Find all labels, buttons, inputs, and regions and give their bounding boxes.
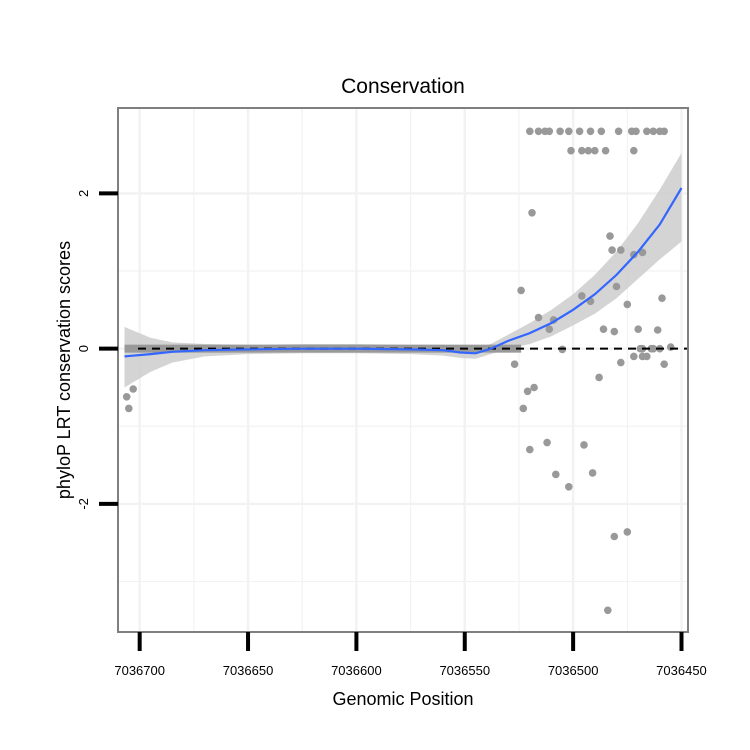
data-point (649, 127, 658, 136)
data-point (530, 383, 538, 392)
data-point (608, 246, 616, 254)
data-point (534, 127, 543, 136)
data-point (599, 325, 608, 334)
data-point (597, 127, 606, 136)
x-tick-label: 7036450 (656, 663, 707, 678)
data-point (638, 248, 647, 257)
data-point (610, 327, 619, 336)
data-point (604, 606, 612, 615)
data-point (125, 404, 133, 413)
data-point (528, 209, 536, 217)
confidence-ribbon (124, 153, 682, 388)
data-point (617, 246, 625, 254)
data-point (122, 393, 131, 401)
loess-line-layer (124, 187, 683, 358)
loess-fit-line (124, 187, 683, 358)
x-tick-label: 7036700 (114, 663, 165, 678)
y-tick-label: 2 (76, 190, 91, 197)
data-point (545, 325, 554, 334)
data-point (523, 387, 532, 396)
y-axis-title: phyloP LRT conservation scores (54, 241, 74, 499)
data-point (575, 127, 584, 136)
data-point (519, 404, 528, 413)
data-point (595, 373, 603, 382)
data-point (606, 232, 614, 240)
data-point (586, 127, 595, 136)
data-point (653, 326, 662, 334)
data-point (510, 360, 519, 369)
panel-border (117, 107, 689, 633)
data-point (552, 470, 560, 479)
data-point (526, 445, 534, 454)
data-point (666, 343, 675, 351)
x-axis-ticks: 7036700 7036650 7036600 7036550 7036500 70364… (114, 632, 707, 678)
data-point (632, 127, 640, 136)
data-point (617, 358, 625, 367)
data-point (658, 294, 666, 303)
data-point (578, 292, 586, 300)
grid (118, 108, 688, 632)
chart-title: Conservation (341, 75, 465, 98)
x-tick-label: 7036550 (439, 663, 490, 678)
data-point (610, 532, 619, 541)
data-point (534, 313, 543, 322)
data-point (556, 127, 564, 136)
data-point (623, 528, 632, 536)
data-point (660, 127, 668, 136)
data-point (591, 146, 599, 155)
data-point (630, 146, 638, 155)
x-tick-label: 7036500 (548, 663, 599, 678)
confidence-ribbon-layer (124, 153, 682, 388)
data-point (526, 127, 534, 136)
data-point (127, 344, 135, 353)
data-point (634, 325, 642, 334)
data-point (643, 352, 651, 361)
data-point (647, 344, 655, 353)
data-point (588, 469, 597, 477)
x-tick-label: 7036650 (223, 663, 274, 678)
data-point (660, 360, 668, 369)
data-point (517, 286, 525, 295)
data-point (614, 127, 623, 136)
data-point (630, 352, 638, 361)
y-axis-ticks: -2 0 2 (76, 190, 118, 510)
data-point (545, 127, 554, 136)
data-point (129, 385, 137, 393)
data-point (580, 441, 588, 449)
data-point (601, 146, 610, 155)
data-point (543, 438, 551, 447)
data-point (565, 483, 573, 491)
data-point (612, 282, 621, 291)
data-point (565, 127, 573, 136)
y-tick-label: -2 (76, 498, 91, 510)
data-point (623, 300, 632, 309)
data-point (567, 146, 575, 155)
data-point (584, 146, 593, 155)
y-tick-label: 0 (76, 345, 91, 352)
data-point (578, 146, 586, 155)
data-point (643, 127, 651, 136)
x-axis-title: Genomic Position (332, 689, 473, 709)
x-tick-label: 7036600 (331, 663, 382, 678)
